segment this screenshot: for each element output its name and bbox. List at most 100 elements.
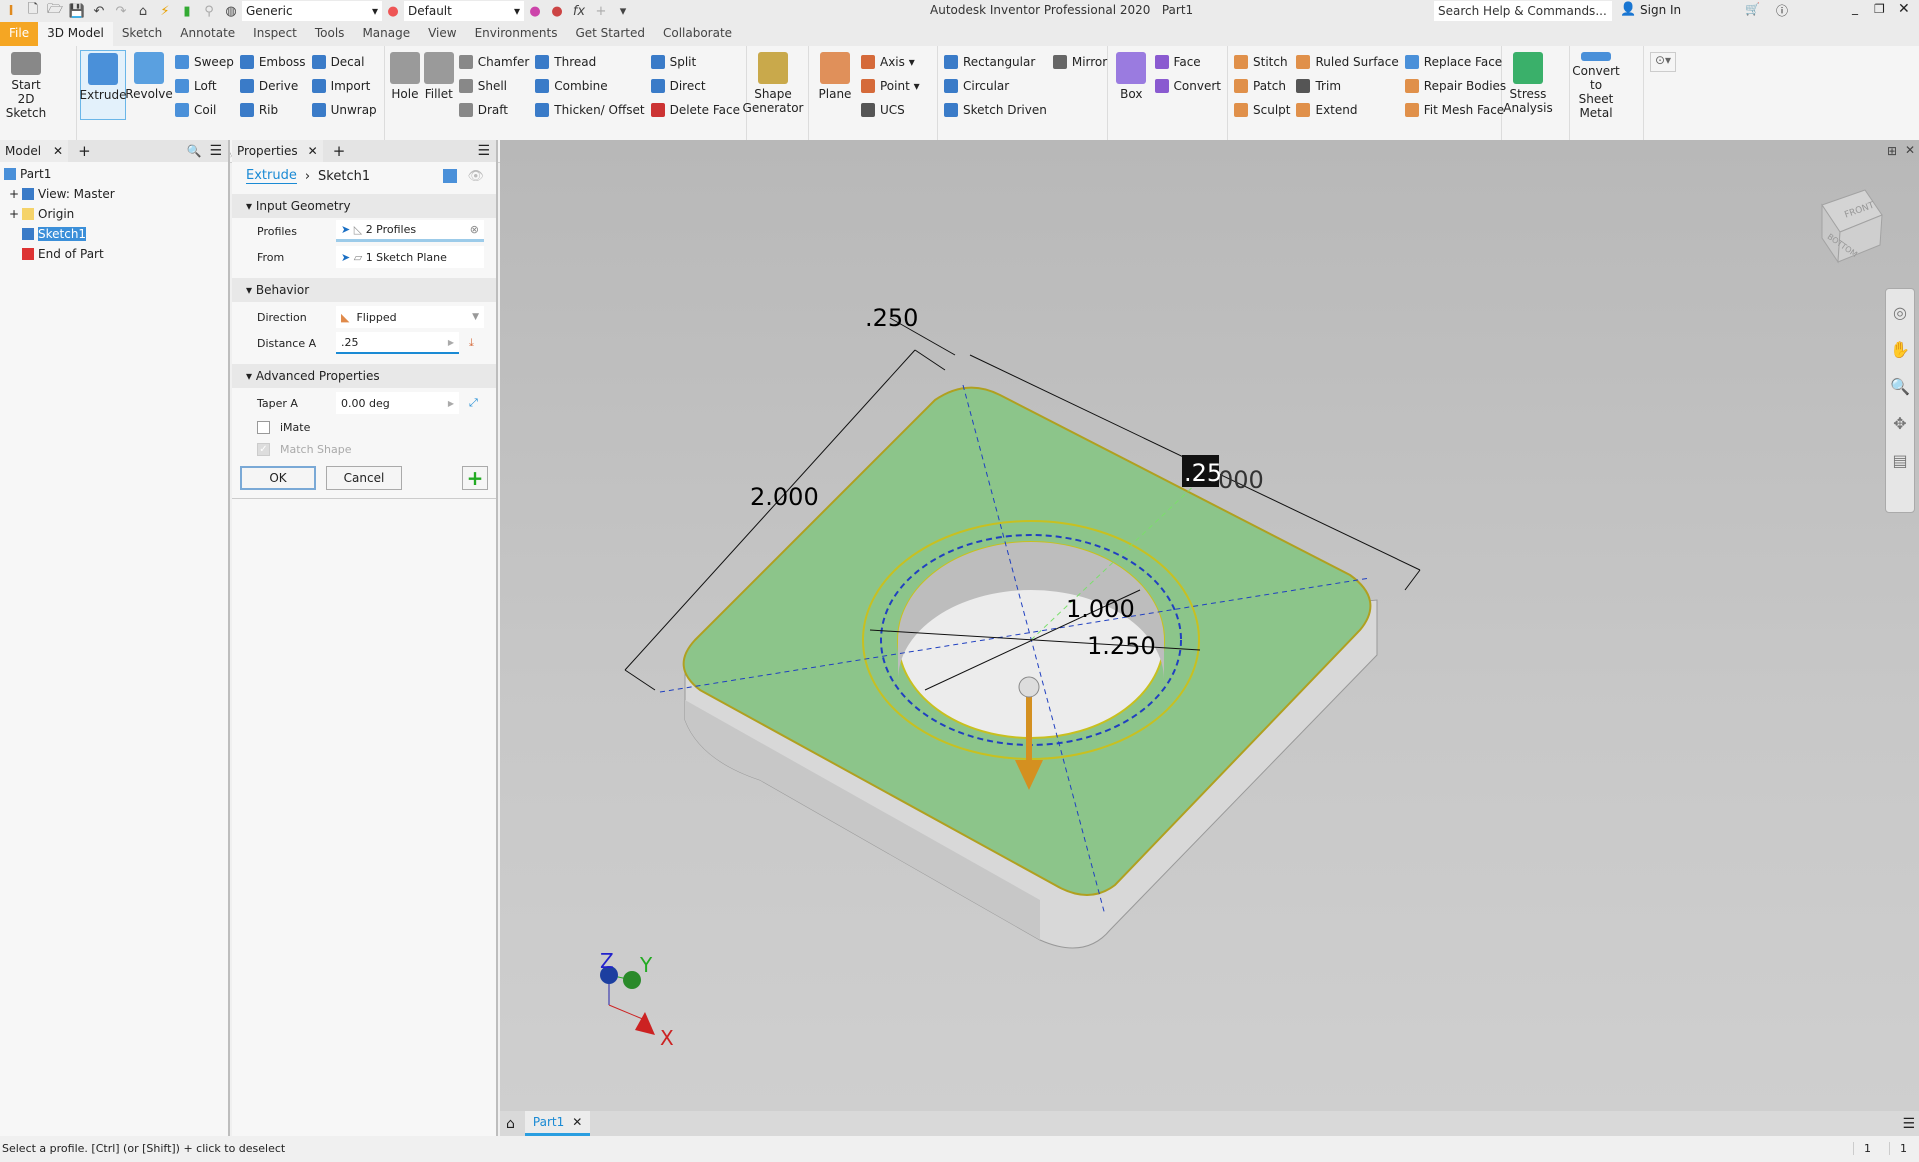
- expand-icon[interactable]: +: [9, 207, 20, 221]
- match-shape-checkbox[interactable]: ✓: [257, 442, 270, 456]
- convert-button[interactable]: Convert: [1154, 74, 1221, 98]
- sculpt-button[interactable]: Sculpt: [1234, 98, 1290, 122]
- trim-button[interactable]: Trim: [1296, 74, 1398, 98]
- zoom-icon[interactable]: 🔍: [1890, 377, 1910, 396]
- menu-icon[interactable]: ☰: [1902, 1115, 1915, 1132]
- ok-button[interactable]: OK: [240, 466, 316, 490]
- customize-icon[interactable]: ▾: [619, 3, 627, 19]
- close-icon[interactable]: ✕: [53, 144, 64, 158]
- clear-appearance-icon[interactable]: ●: [551, 3, 563, 19]
- close-view-icon[interactable]: ✕: [1904, 143, 1915, 157]
- rectangular-button[interactable]: Rectangular: [944, 50, 1047, 74]
- taper-input[interactable]: 0.00 deg ▶: [336, 392, 459, 414]
- flip-taper-icon[interactable]: ⤢: [469, 396, 478, 409]
- flyout-arrow-icon[interactable]: ▶: [447, 337, 454, 347]
- appearance-icon[interactable]: ●: [387, 3, 399, 19]
- rib-button[interactable]: Rib: [239, 98, 306, 122]
- parameters-icon[interactable]: fx: [572, 3, 586, 19]
- stress-analysis-button[interactable]: Stress Analysis: [1503, 50, 1553, 120]
- material-dropdown[interactable]: Generic ▾: [242, 1, 382, 21]
- search-icon[interactable]: 🔍: [186, 144, 202, 158]
- sign-in-button[interactable]: Sign In: [1640, 3, 1682, 17]
- breadcrumb-extrude[interactable]: Extrude: [246, 168, 297, 184]
- fit-mesh-face-button[interactable]: Fit Mesh Face: [1404, 98, 1506, 122]
- minimize-button[interactable]: _: [1852, 1, 1858, 15]
- steering-wheel-icon[interactable]: ◎: [1893, 303, 1907, 322]
- profiles-selector[interactable]: ➤ ◺ 2 Profiles ⊗: [336, 220, 484, 242]
- start-2d-sketch-button[interactable]: Start 2D Sketch: [3, 50, 49, 120]
- unwrap-button[interactable]: Unwrap: [311, 98, 377, 122]
- replace-face-button[interactable]: Replace Face: [1404, 50, 1506, 74]
- shell-button[interactable]: Shell: [458, 74, 530, 98]
- derive-button[interactable]: Derive: [239, 74, 306, 98]
- axis-button[interactable]: Axis ▾: [861, 50, 920, 74]
- help-icon[interactable]: ⓘ: [1776, 4, 1789, 18]
- distance-input[interactable]: .25 ▶: [336, 332, 459, 354]
- tab-view[interactable]: View: [428, 26, 457, 40]
- mirror-button[interactable]: Mirror: [1052, 50, 1107, 74]
- section-advanced-properties[interactable]: ▾ Advanced Properties: [232, 364, 496, 388]
- home-icon[interactable]: ⌂: [138, 3, 148, 19]
- undo-icon[interactable]: ↶: [93, 3, 105, 19]
- orbit-icon[interactable]: ✥: [1893, 414, 1907, 433]
- thicken-offset-button[interactable]: Thicken/ Offset: [535, 98, 645, 122]
- tree-node-sketch1[interactable]: Sketch1: [0, 224, 228, 244]
- tab-3d-model[interactable]: 3D Model: [38, 22, 113, 46]
- select-icon[interactable]: ▮: [183, 3, 191, 19]
- tab-tools[interactable]: Tools: [314, 26, 345, 40]
- update-icon[interactable]: ⚡: [160, 3, 170, 19]
- tab-properties[interactable]: Properties ✕: [232, 140, 323, 162]
- tab-environments[interactable]: Environments: [474, 26, 558, 40]
- emboss-button[interactable]: Emboss: [239, 50, 306, 74]
- coil-button[interactable]: Coil: [175, 98, 234, 122]
- expand-icon[interactable]: +: [9, 187, 20, 201]
- close-icon[interactable]: ✕: [307, 144, 318, 158]
- patch-button[interactable]: Patch: [1234, 74, 1290, 98]
- extend-button[interactable]: Extend: [1296, 98, 1398, 122]
- direct-button[interactable]: Direct: [650, 74, 740, 98]
- combine-button[interactable]: Combine: [535, 74, 644, 98]
- sketch-driven-button[interactable]: Sketch Driven: [944, 98, 1047, 122]
- tree-node-view-master[interactable]: + View: Master: [0, 184, 228, 204]
- sweep-button[interactable]: Sweep: [175, 50, 234, 74]
- maximize-view-icon[interactable]: ⊞: [1886, 144, 1897, 158]
- hole-button[interactable]: Hole: [388, 50, 422, 120]
- adjust-appearance-icon[interactable]: ●: [529, 3, 541, 19]
- cancel-button[interactable]: Cancel: [326, 466, 402, 490]
- face-button[interactable]: Face: [1154, 50, 1221, 74]
- close-button[interactable]: ✕: [1898, 1, 1910, 17]
- add-tab-icon[interactable]: +: [332, 142, 346, 160]
- measure-icon[interactable]: ⚲: [204, 3, 214, 19]
- section-input-geometry[interactable]: ▾ Input Geometry: [232, 194, 496, 218]
- new-file-icon[interactable]: 🗋: [27, 2, 39, 17]
- split-button[interactable]: Split: [650, 50, 740, 74]
- thread-button[interactable]: Thread: [535, 50, 644, 74]
- convert-to-sheet-metal-button[interactable]: Convert to Sheet Metal: [1572, 50, 1620, 120]
- apply-add-button[interactable]: +: [462, 466, 488, 490]
- tab-annotate[interactable]: Annotate: [180, 26, 236, 40]
- delete-face-button[interactable]: Delete Face: [650, 98, 740, 122]
- revolve-button[interactable]: Revolve: [125, 50, 173, 120]
- viewcube[interactable]: FRONT BOTTOM: [1821, 189, 1883, 264]
- restore-button[interactable]: ❐: [1874, 2, 1885, 16]
- section-behavior[interactable]: ▾ Behavior: [232, 278, 496, 302]
- ruled-surface-button[interactable]: Ruled Surface: [1296, 50, 1399, 74]
- add-icon[interactable]: +: [595, 3, 607, 19]
- tree-node-origin[interactable]: + Origin: [0, 204, 228, 224]
- appearance-dropdown[interactable]: Default ▾: [404, 1, 524, 21]
- add-tab-icon[interactable]: +: [78, 142, 91, 160]
- tree-node-part1[interactable]: Part1: [0, 164, 228, 184]
- box-button[interactable]: Box: [1111, 50, 1152, 120]
- pan-icon[interactable]: ✋: [1890, 340, 1910, 359]
- tab-get-started[interactable]: Get Started: [575, 26, 645, 40]
- eye-icon[interactable]: 👁: [467, 168, 484, 184]
- tree-node-end-of-part[interactable]: End of Part: [0, 244, 228, 264]
- tab-sketch[interactable]: Sketch: [121, 26, 163, 40]
- ucs-button[interactable]: UCS: [861, 98, 920, 122]
- tab-model[interactable]: Model ✕: [0, 140, 69, 162]
- material-icon[interactable]: ◍: [225, 3, 237, 19]
- repair-bodies-button[interactable]: Repair Bodies: [1404, 74, 1506, 98]
- tab-collaborate[interactable]: Collaborate: [662, 26, 733, 40]
- plane-button[interactable]: Plane: [812, 50, 858, 120]
- tab-manage[interactable]: Manage: [362, 26, 411, 40]
